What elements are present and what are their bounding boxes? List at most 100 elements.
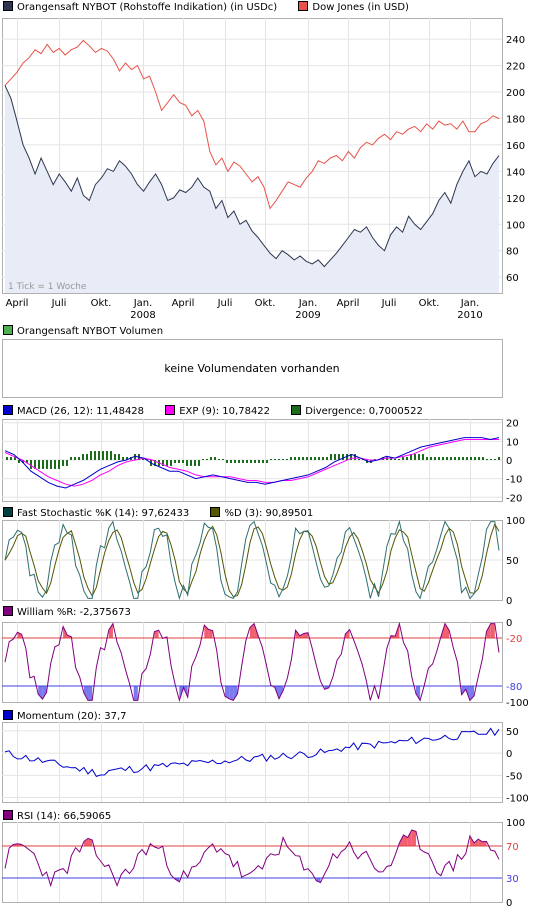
divergence-bar [434, 457, 436, 460]
stoch-k-line [4, 519, 500, 601]
year-label: 2010 [457, 310, 482, 321]
divergence-bar [274, 459, 276, 460]
william-oversold-fill [42, 686, 47, 700]
william-overbought-fill [303, 632, 309, 638]
x-axis-label: Juli [217, 298, 233, 309]
divergence-bar [442, 457, 444, 460]
divergence-bar [294, 457, 296, 460]
momentum-tick-label: -50 [506, 771, 522, 782]
william-overbought-fill [345, 629, 350, 638]
william-overbought-fill [445, 623, 450, 638]
divergence-bar [142, 459, 144, 460]
momentum-panel-frame [2, 722, 503, 803]
rsi-overbought-fill [403, 834, 408, 846]
divergence-bar [278, 459, 280, 460]
divergence-bar [170, 460, 172, 466]
divergence-bar [254, 460, 256, 463]
stoch-tick-label: 50 [506, 556, 519, 567]
divergence-bar [54, 460, 56, 469]
william-tick-label: 0 [506, 618, 512, 629]
dj-line [4, 39, 500, 210]
divergence-bar [318, 457, 320, 460]
rsi-legend-label: RSI (14): 66,59065 [17, 811, 112, 822]
divergence-bar [14, 457, 16, 460]
divergence-bar [70, 457, 72, 460]
volume-swatch [3, 325, 13, 335]
divergence-bar [82, 454, 84, 460]
oj-line [4, 85, 500, 268]
divergence-bar [334, 454, 336, 460]
divergence-bar [198, 460, 200, 466]
divergence-bar [414, 454, 416, 460]
divergence-bar [458, 457, 460, 460]
william-panel-frame [2, 622, 503, 703]
momentum-tick-label: 0 [506, 749, 512, 760]
divergence-bar [6, 457, 8, 460]
oj-legend-label: Orangensaft NYBOT (Rohstoffe Indikation)… [17, 2, 278, 13]
divergence-bar [42, 460, 44, 469]
volume-legend-label: Orangensaft NYBOT Volumen [17, 326, 164, 337]
divergence-bar [182, 460, 184, 463]
momentum-legend: Momentum (20): 37,7 [3, 710, 145, 722]
divergence-bar [486, 459, 488, 460]
divergence-bar [222, 459, 224, 460]
price-legend: Orangensaft NYBOT (Rohstoffe Indikation)… [3, 1, 427, 13]
momentum-line [4, 727, 500, 778]
divergence-bar [34, 460, 36, 469]
william-oversold-fill [88, 686, 93, 701]
divergence-bar [22, 460, 24, 463]
divergence-bar [218, 459, 220, 460]
divergence-bar [94, 451, 96, 460]
divergence-bar [110, 451, 112, 460]
stoch-legend: Fast Stochastic %K (14): 97,62433 %D (3)… [3, 507, 331, 519]
divergence-bar [286, 459, 288, 460]
divergence-legend-label: Divergence: 0,7000522 [305, 406, 423, 417]
divergence-bar [358, 459, 360, 460]
divergence-bar [490, 459, 492, 460]
volume-panel-frame [2, 339, 503, 398]
divergence-bar [154, 460, 156, 466]
divergence-bar [74, 457, 76, 460]
x-axis-label: April [337, 298, 360, 309]
volume-message: keine Volumendaten vorhanden [164, 361, 340, 375]
x-axis-label: Juli [381, 298, 397, 309]
william-tick-label: -80 [506, 682, 522, 693]
divergence-bar [250, 460, 252, 463]
divergence-bar [230, 460, 232, 463]
macd-tick-label: 0 [506, 456, 512, 467]
divergence-bar [206, 459, 208, 460]
divergence-bar [122, 457, 124, 460]
rsi-overbought-fill [83, 838, 89, 846]
macd-tick-label: -20 [506, 493, 522, 504]
divergence-bar [50, 460, 52, 469]
william-tick-label: -20 [506, 634, 522, 645]
divergence-bar [106, 451, 108, 460]
oj-area [5, 85, 499, 294]
divergence-bar [342, 454, 344, 460]
x-axis-label: Juli [51, 298, 67, 309]
divergence-bar [258, 460, 260, 463]
divergence-bar [410, 454, 412, 460]
divergence-bar [326, 457, 328, 460]
rsi-legend: RSI (14): 66,59065 [3, 810, 129, 822]
william-oversold-fill [461, 686, 466, 695]
divergence-bar [330, 454, 332, 460]
divergence-bar [418, 454, 420, 460]
divergence-bar [430, 457, 432, 460]
william-overbought-fill [249, 623, 255, 638]
divergence-bar [466, 457, 468, 460]
divergence-bar [482, 457, 484, 460]
stoch-tick-label: 100 [506, 516, 525, 527]
price-tick-label: 200 [506, 88, 525, 99]
rsi-panel-frame [2, 822, 503, 903]
price-tick-label: 180 [506, 114, 525, 125]
exp-legend-label: EXP (9): 10,78422 [179, 406, 271, 417]
divergence-bar [134, 454, 136, 460]
macd-tick-label: 10 [506, 437, 519, 448]
divergence-bar [78, 457, 80, 460]
divergence-bar [166, 460, 168, 466]
divergence-bar [290, 457, 292, 460]
divergence-bar [310, 457, 312, 460]
momentum-legend-label: Momentum (20): 37,7 [17, 711, 127, 722]
